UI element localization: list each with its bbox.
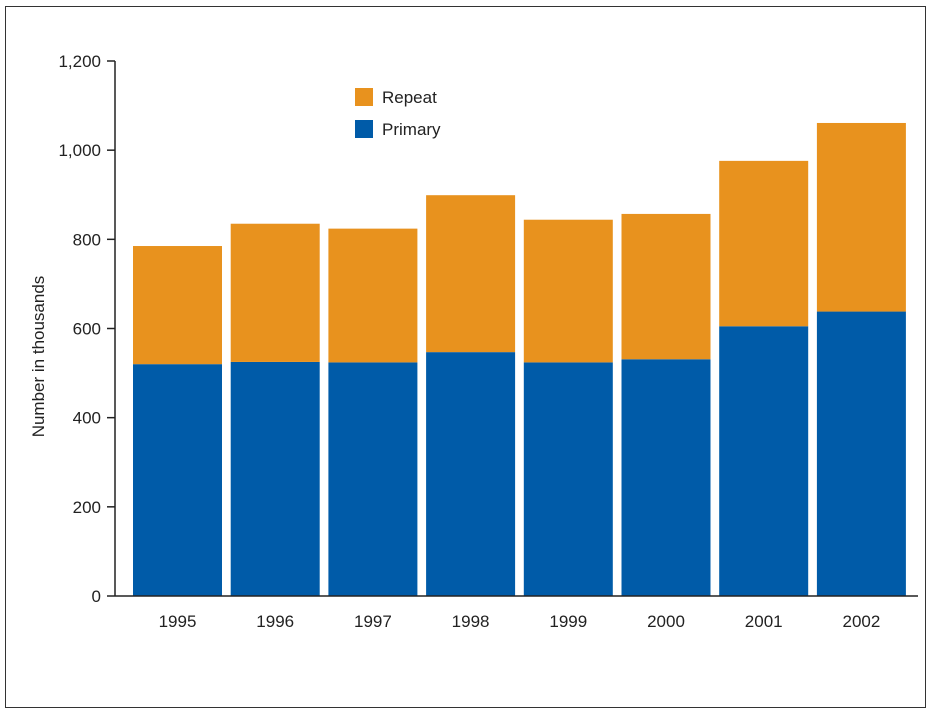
axes-group xyxy=(107,60,918,597)
y-tick-label-400: 400 xyxy=(73,409,101,428)
x-tick-label-2002: 2002 xyxy=(842,612,880,631)
labels-group: 1995 1996 1997 1998 1999 2000 2001 2002 0 200 400 6… xyxy=(29,52,880,631)
bar-repeat-2002 xyxy=(816,122,906,312)
x-tick-label-1998: 1998 xyxy=(452,612,490,631)
bar-repeat-1998 xyxy=(426,195,516,353)
x-tick-label-2001: 2001 xyxy=(745,612,783,631)
y-axis-title: Number in thousands xyxy=(29,276,48,438)
bar-repeat-1997 xyxy=(328,228,418,363)
x-tick-label-2000: 2000 xyxy=(647,612,685,631)
y-tick-label-0: 0 xyxy=(92,587,101,606)
legend-swatch-repeat xyxy=(355,88,373,106)
y-tick-label-200: 200 xyxy=(73,498,101,517)
x-tick-label-1997: 1997 xyxy=(354,612,392,631)
bar-primary-2002 xyxy=(816,311,906,596)
bar-repeat-1999 xyxy=(523,219,613,363)
bar-primary-1999 xyxy=(523,362,613,596)
x-tick-label-1995: 1995 xyxy=(159,612,197,631)
bar-repeat-1996 xyxy=(230,223,320,362)
y-tick-label-1200: 1,200 xyxy=(58,52,101,71)
bar-repeat-1995 xyxy=(133,246,222,365)
y-tick-label-1000: 1,000 xyxy=(58,141,101,160)
y-tick-label-800: 800 xyxy=(73,230,101,249)
bar-primary-1997 xyxy=(328,362,418,596)
bar-primary-1996 xyxy=(230,361,320,596)
legend-swatch-primary xyxy=(355,120,373,138)
legend-label-primary: Primary xyxy=(382,120,441,139)
bar-primary-1995 xyxy=(133,364,222,596)
y-tick-label-600: 600 xyxy=(73,320,101,339)
bars-group xyxy=(133,122,906,596)
bar-repeat-2000 xyxy=(621,213,711,360)
bar-primary-1998 xyxy=(426,352,516,596)
bar-primary-2001 xyxy=(719,326,809,596)
bar-primary-2000 xyxy=(621,359,711,596)
x-tick-label-1999: 1999 xyxy=(549,612,587,631)
bar-repeat-2001 xyxy=(719,160,809,327)
x-tick-label-1996: 1996 xyxy=(256,612,294,631)
legend: Repeat Primary xyxy=(355,88,441,139)
legend-label-repeat: Repeat xyxy=(382,88,437,107)
